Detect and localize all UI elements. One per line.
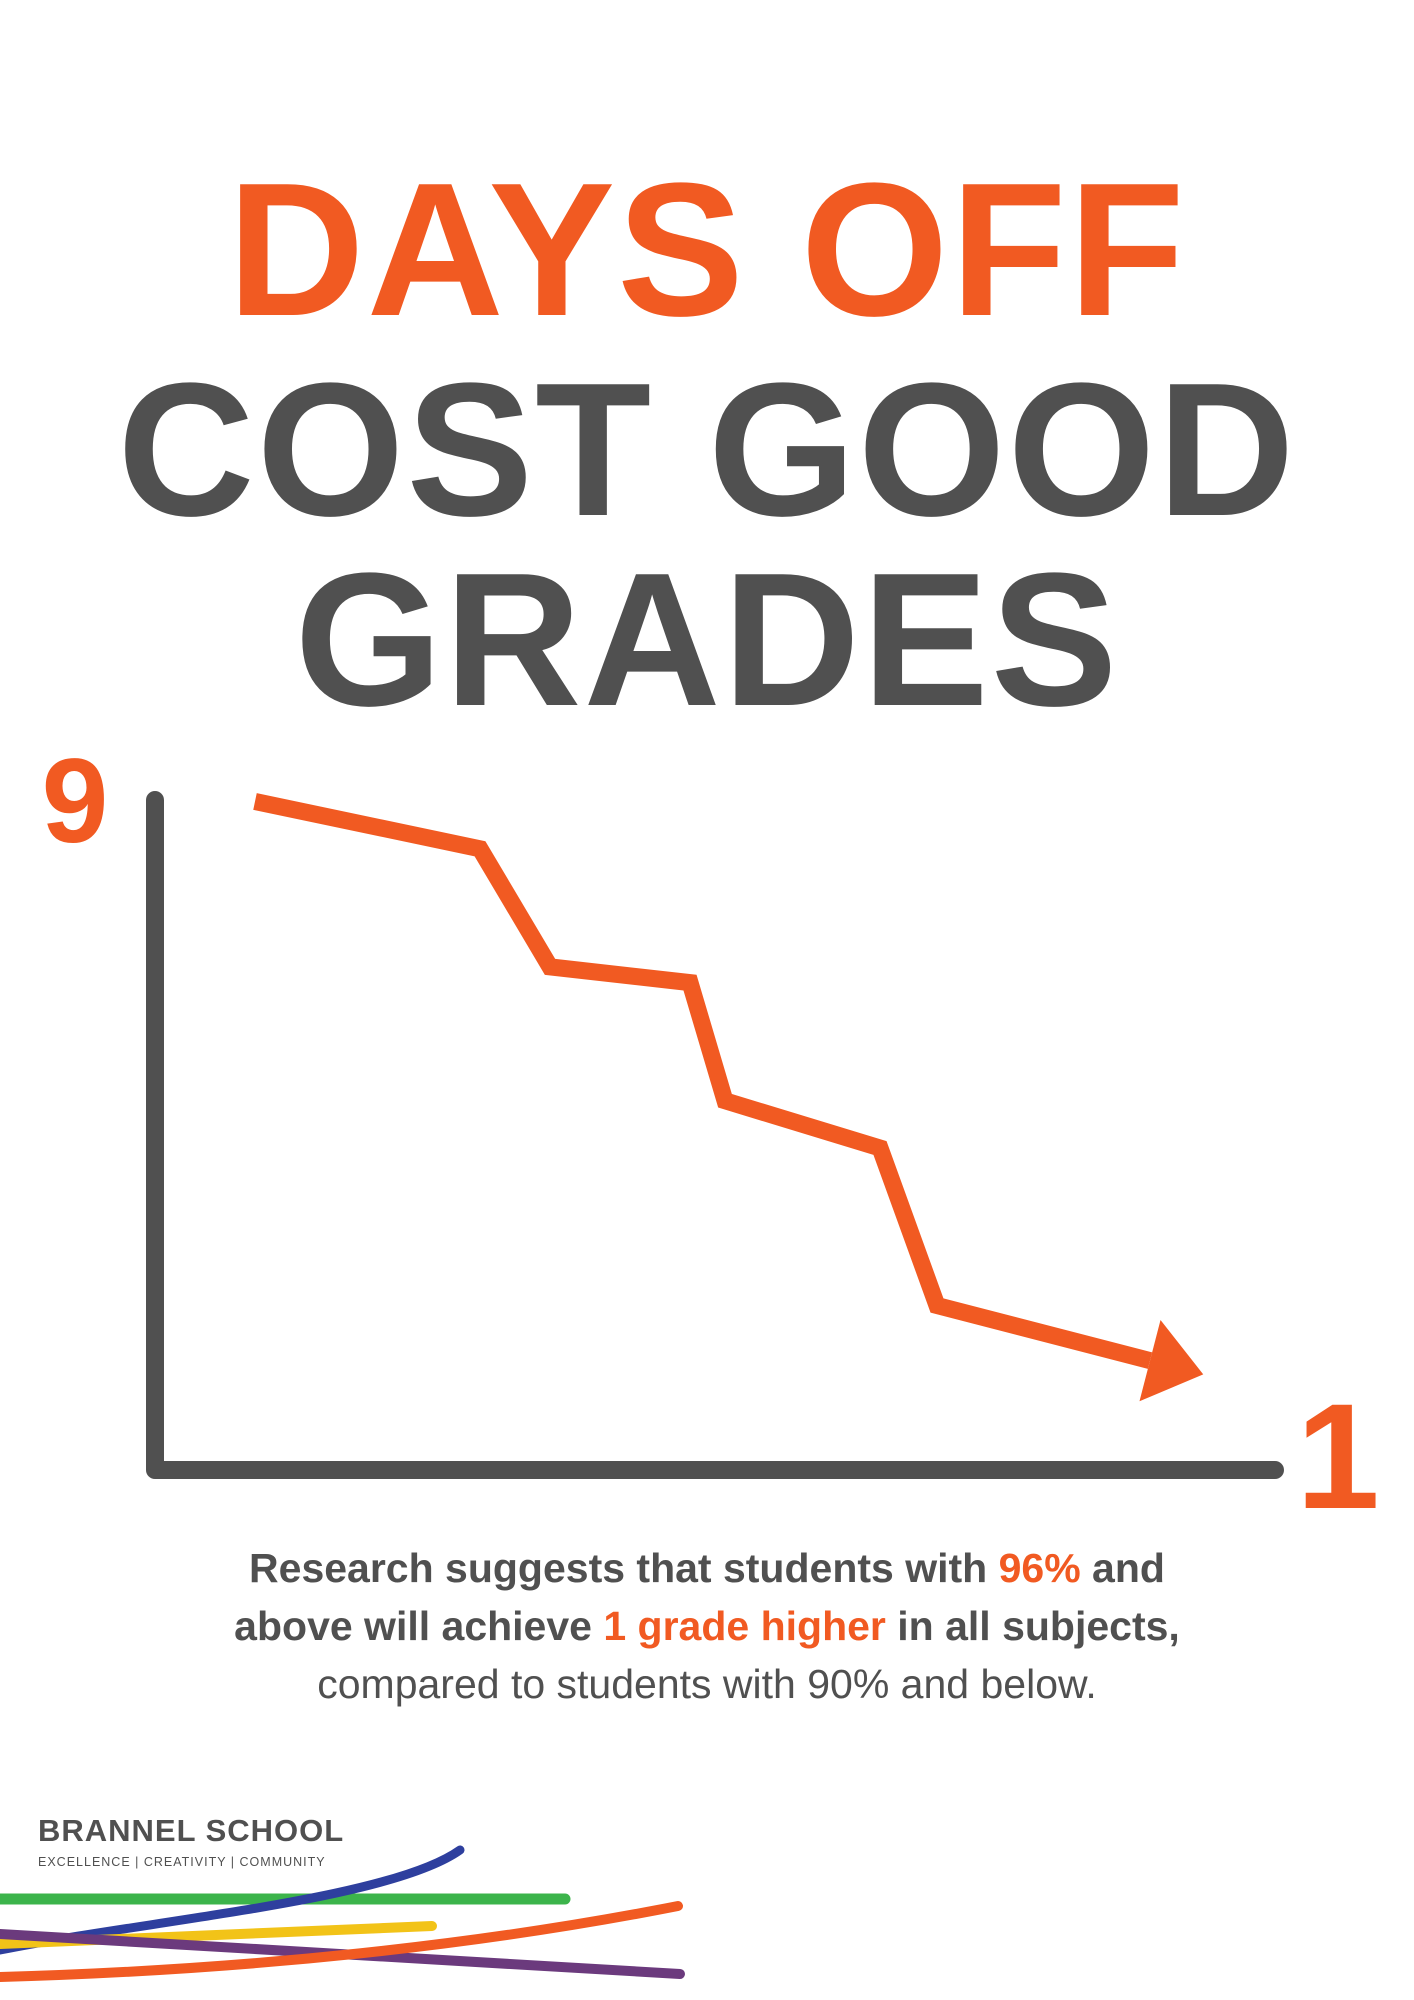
x-axis-label-1: 1: [1296, 1372, 1379, 1520]
caption-line-1: Research suggests that students with 96%…: [249, 1545, 1165, 1591]
headline-days-off: DAYS OFF: [227, 144, 1187, 356]
caption-line-3: compared to students with 90% and below.: [317, 1661, 1097, 1707]
headline-cost-good: COST GOOD: [117, 344, 1297, 556]
school-logo-lines: [0, 1845, 685, 1982]
school-name: BRANNEL SCHOOL: [38, 1813, 345, 1848]
headline-grades: GRADES: [294, 534, 1120, 746]
grade-trend-line: [253, 793, 1153, 1369]
grade-decline-chart: 9 1: [42, 734, 1380, 1520]
chart-axes: [146, 791, 1284, 1479]
caption-line-2: above will achieve 1 grade higher in all…: [234, 1603, 1180, 1649]
highlight-1-grade-higher: 1 grade higher: [603, 1603, 886, 1649]
trend-arrowhead: [1139, 1319, 1204, 1402]
highlight-96-percent: 96%: [998, 1545, 1081, 1591]
logo-line-orange: [0, 1901, 683, 1982]
y-axis-label-9: 9: [42, 734, 109, 868]
school-motto: EXCELLENCE | CREATIVITY | COMMUNITY: [38, 1855, 326, 1869]
